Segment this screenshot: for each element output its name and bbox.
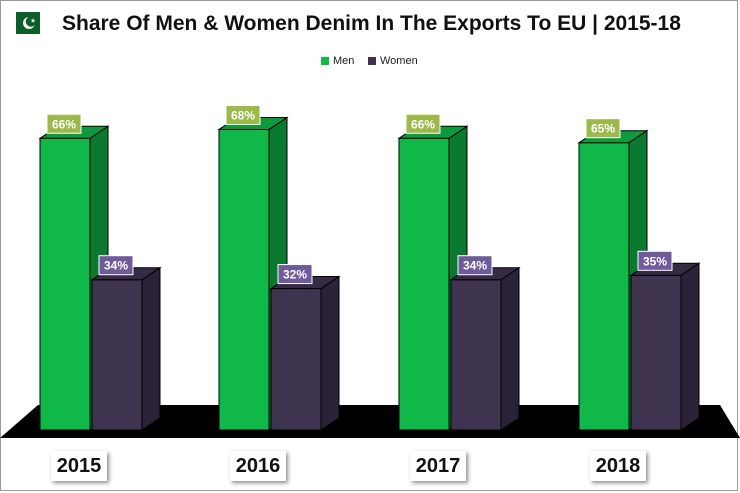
bar-side-women-2015 (141, 266, 161, 431)
data-label-women-2015: 34% (104, 259, 128, 273)
bar-men-2015 (39, 137, 91, 431)
legend-label-men: Men (333, 55, 355, 67)
bar-men-2016 (218, 128, 270, 431)
pakistan-flag-icon (16, 12, 40, 34)
data-label-women-2018: 35% (643, 254, 667, 268)
legend-item-men: Men (321, 55, 354, 67)
data-label-box-men-2017 (405, 113, 441, 134)
chart-title: Share Of Men & Women Denim In The Export… (62, 12, 681, 35)
data-label-box-women-2017 (457, 255, 493, 276)
x-tick-label-2018: 2018 (590, 451, 646, 481)
chart-floor (0, 405, 740, 438)
bar-side-women-2017 (500, 266, 520, 431)
bar-side-women-2016 (320, 275, 340, 431)
data-label-box-women-2018 (637, 250, 673, 271)
chart-legend: Men Women (0, 55, 740, 69)
bar-women-2016 (270, 288, 322, 431)
bar-side-women-2018 (680, 262, 700, 431)
data-label-men-2015: 66% (52, 117, 76, 131)
bar-women-2018 (630, 274, 682, 431)
x-tick-label-2015: 2015 (51, 451, 107, 481)
data-label-box-men-2018 (585, 118, 621, 139)
data-label-men-2018: 65% (591, 122, 615, 136)
legend-label-women: Women (380, 55, 418, 67)
legend-item-women: Women (368, 55, 418, 67)
legend-swatch-men (321, 57, 329, 65)
legend-swatch-women (368, 57, 376, 65)
data-label-box-men-2016 (225, 104, 261, 125)
data-label-box-men-2015 (46, 113, 82, 134)
data-label-box-women-2015 (98, 255, 134, 276)
data-label-men-2017: 66% (411, 117, 435, 131)
bar-men-2017 (398, 137, 450, 431)
bar-women-2017 (450, 279, 502, 431)
data-label-men-2016: 68% (231, 108, 255, 122)
x-tick-label-2016: 2016 (230, 451, 286, 481)
data-label-women-2016: 32% (283, 268, 307, 282)
bar-men-2018 (578, 142, 630, 431)
data-label-women-2017: 34% (463, 259, 487, 273)
bar-women-2015 (91, 279, 143, 431)
data-label-box-women-2016 (277, 264, 313, 285)
x-tick-label-2017: 2017 (410, 451, 466, 481)
